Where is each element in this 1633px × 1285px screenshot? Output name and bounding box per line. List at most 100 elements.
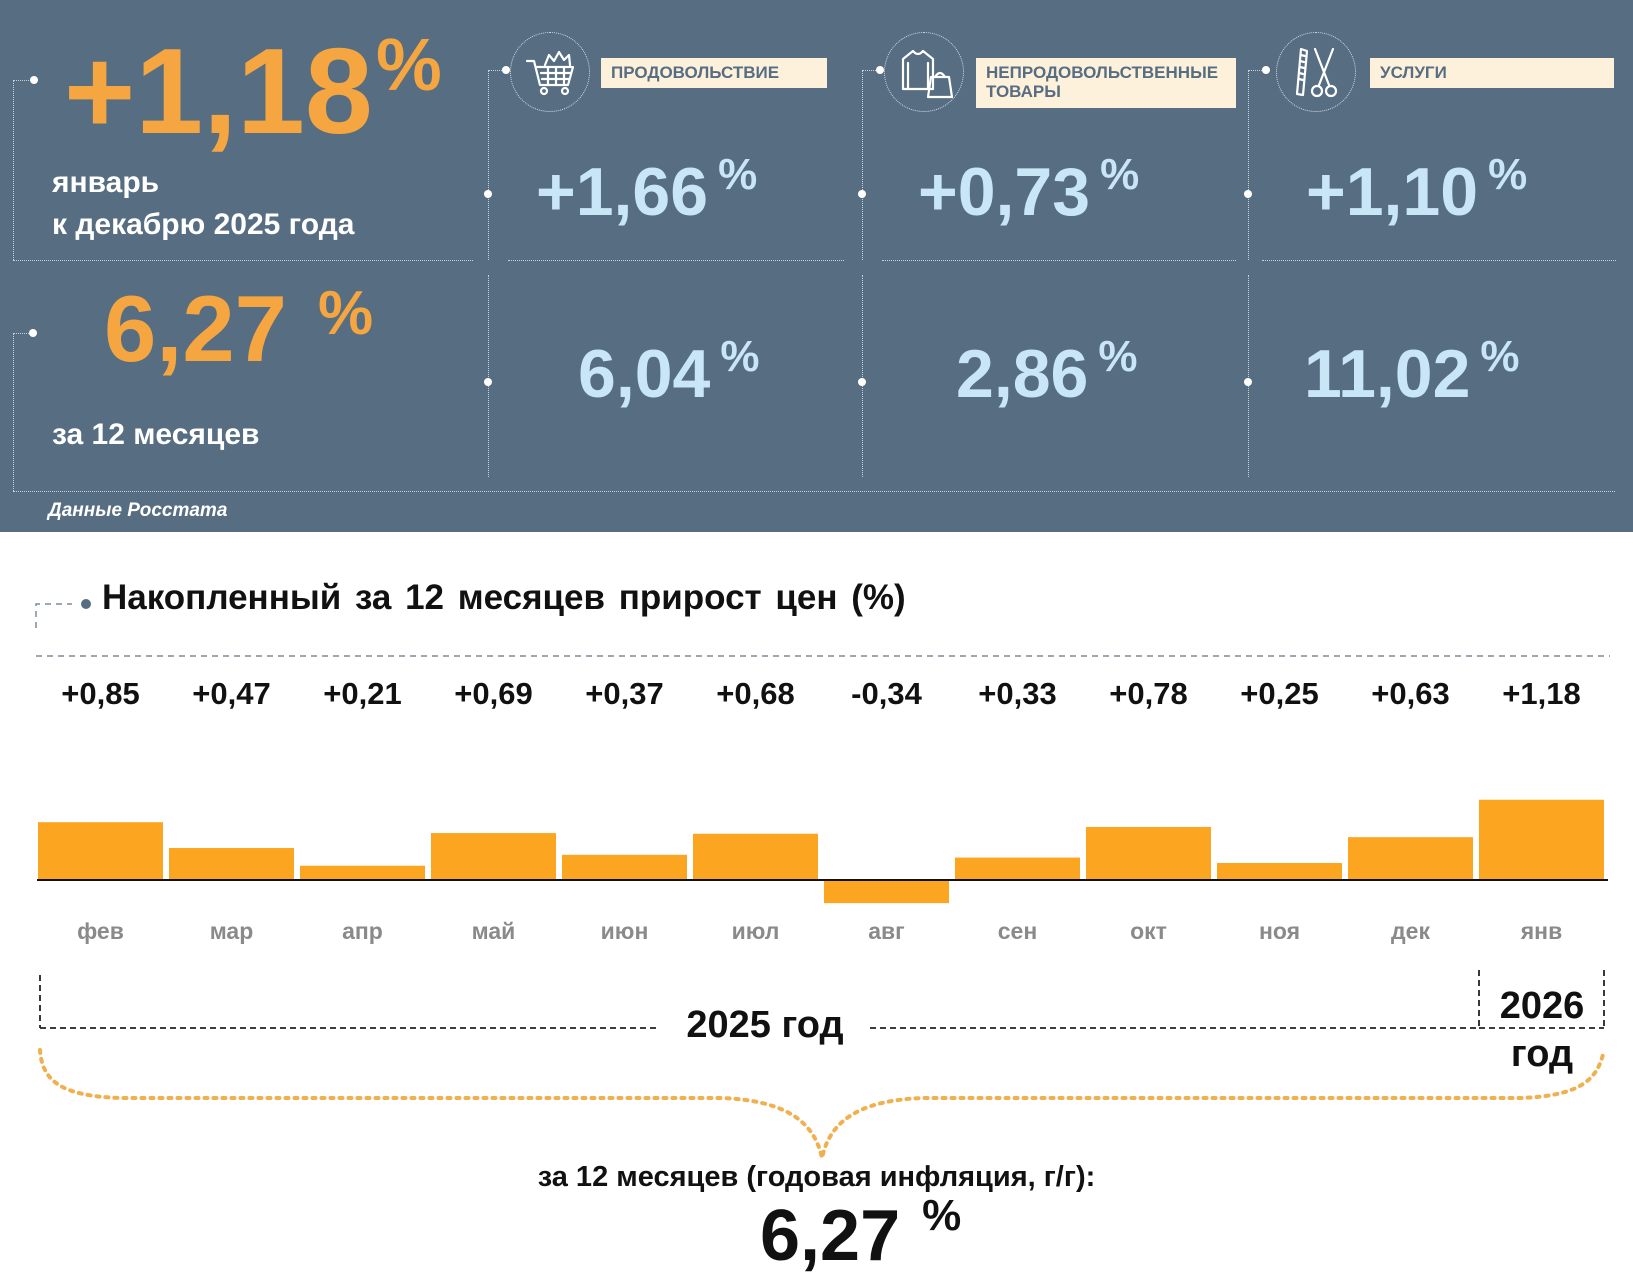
bullet-dot [1244,378,1252,386]
value-label-дек: +0,63 [1371,676,1450,711]
divider [508,260,844,261]
value-label-авг: -0,34 [851,676,922,711]
chart-decoration [35,599,1610,657]
month-label-май: май [471,918,516,944]
bullet-dot [484,378,492,386]
month-label-мар: мар [209,918,254,944]
month-label-сен: сен [997,918,1038,944]
value-label-ноя: +0,25 [1240,676,1319,711]
divider [1248,70,1249,260]
annual-inflation-caption: за 12 месяцев (годовая инфляция, г/г): [537,1161,1096,1193]
services-monthly-number: +1,10 [1306,154,1479,230]
bar-авг [824,880,949,904]
month-label-авг: авг [868,918,905,944]
bar-окт [1086,826,1211,880]
food-annual-number: 6,04 [578,336,711,412]
bullet-dot [858,378,866,386]
nonfood-annual-number: 2,86 [956,336,1089,412]
food-monthly-number: +1,66 [536,154,709,230]
year-label-2025: 2025 год [660,1004,870,1047]
services-monthly-unit: % [1488,150,1528,199]
bullet-dot [502,66,510,74]
divider [13,80,14,260]
divider [488,70,506,71]
monthly-value: +1,18 [64,30,373,152]
monthly-number: +1,18 [64,23,373,159]
bars-group [38,799,1604,904]
value-label-окт: +0,78 [1109,676,1188,711]
year-label-2026: 2026 год [1499,985,1585,1075]
services-annual-unit: % [1480,332,1520,381]
month-label-янв: янв [1520,918,1563,944]
value-label-июл: +0,68 [716,676,795,711]
month-label-июл: июл [731,918,780,944]
value-label-апр: +0,21 [323,676,402,711]
divider [13,333,14,491]
bullet-dot [1262,66,1270,74]
bullet-dot [1244,190,1252,198]
nonfood-monthly-value: +0,73% [918,153,1139,227]
comb-scissors-icon [1276,32,1356,112]
bar-мар [169,848,294,880]
monthly-unit: % [376,23,442,106]
divider [862,70,863,260]
curly-brace [38,1048,1606,1159]
value-label-сен: +0,33 [978,676,1057,711]
chart-area [35,599,1610,1159]
bar-сен [955,857,1080,880]
value-labels-row: +0,85 +0,47 +0,21 +0,69 +0,37 +0,68 -0,34 +0,33… [0,676,1633,720]
bar-янв [1479,799,1604,880]
nonfood-monthly-number: +0,73 [918,154,1091,230]
nonfood-annual-unit: % [1098,332,1138,381]
data-source: Данные Росстата [48,500,228,521]
month-label-дек: дек [1391,918,1430,944]
category-label-nonfood: НЕПРОДОВОЛЬСТВЕННЫЕ ТОВАРЫ [976,58,1236,108]
annual-caption: за 12 месяцев [52,418,260,451]
bar-июн [562,854,687,880]
month-label-окт: окт [1130,918,1167,944]
divider [882,260,1236,261]
bullet-dot [858,190,866,198]
bullet-dot [30,76,38,84]
summary-panel: +1,18 % январь к декабрю 2025 года 6,27 … [0,0,1633,532]
divider [13,491,1615,492]
bar-фев [38,822,163,880]
annual-value: 6,27 [104,276,287,381]
bullet-dot [484,190,492,198]
category-label-services: УСЛУГИ [1370,58,1614,88]
monthly-caption-line2: к декабрю 2025 года [52,208,355,241]
services-monthly-value: +1,10% [1306,153,1527,227]
annual-inflation-unit: % [922,1191,962,1240]
clothes-icon [884,32,964,112]
divider [488,275,489,477]
divider [1248,275,1249,477]
shopping-cart-icon [510,32,590,112]
month-label-июн: июн [600,918,649,944]
annual-unit: % [318,279,374,348]
value-label-янв: +1,18 [1502,676,1581,711]
bar-апр [300,865,425,880]
food-monthly-unit: % [718,150,758,199]
month-label-фев: фев [77,918,124,944]
divider [1262,260,1616,261]
annual-inflation-value: 6,27% [760,1194,961,1273]
food-monthly-value: +1,66% [536,153,757,227]
year-bracket [39,970,1605,1029]
bar-июл [693,833,818,880]
divider [488,70,489,260]
divider [1248,70,1266,71]
bullet-dot [876,66,884,74]
divider [862,275,863,477]
services-annual-value: 11,02% [1304,335,1520,409]
food-annual-value: 6,04% [578,335,759,409]
month-labels-row: фев мар апр май июн июл авг сен окт ноя дек янв [0,918,1633,948]
bar-май [431,833,556,880]
value-label-фев: +0,85 [61,676,140,711]
value-label-июн: +0,37 [585,676,664,711]
category-label-food: ПРОДОВОЛЬСТВИЕ [601,58,827,88]
bar-ноя [1217,863,1342,880]
value-label-май: +0,69 [454,676,533,711]
divider [13,333,33,334]
chart-title: Накопленный за 12 месяцев прирост цен (%… [102,578,906,617]
services-annual-number: 11,02 [1304,336,1471,412]
